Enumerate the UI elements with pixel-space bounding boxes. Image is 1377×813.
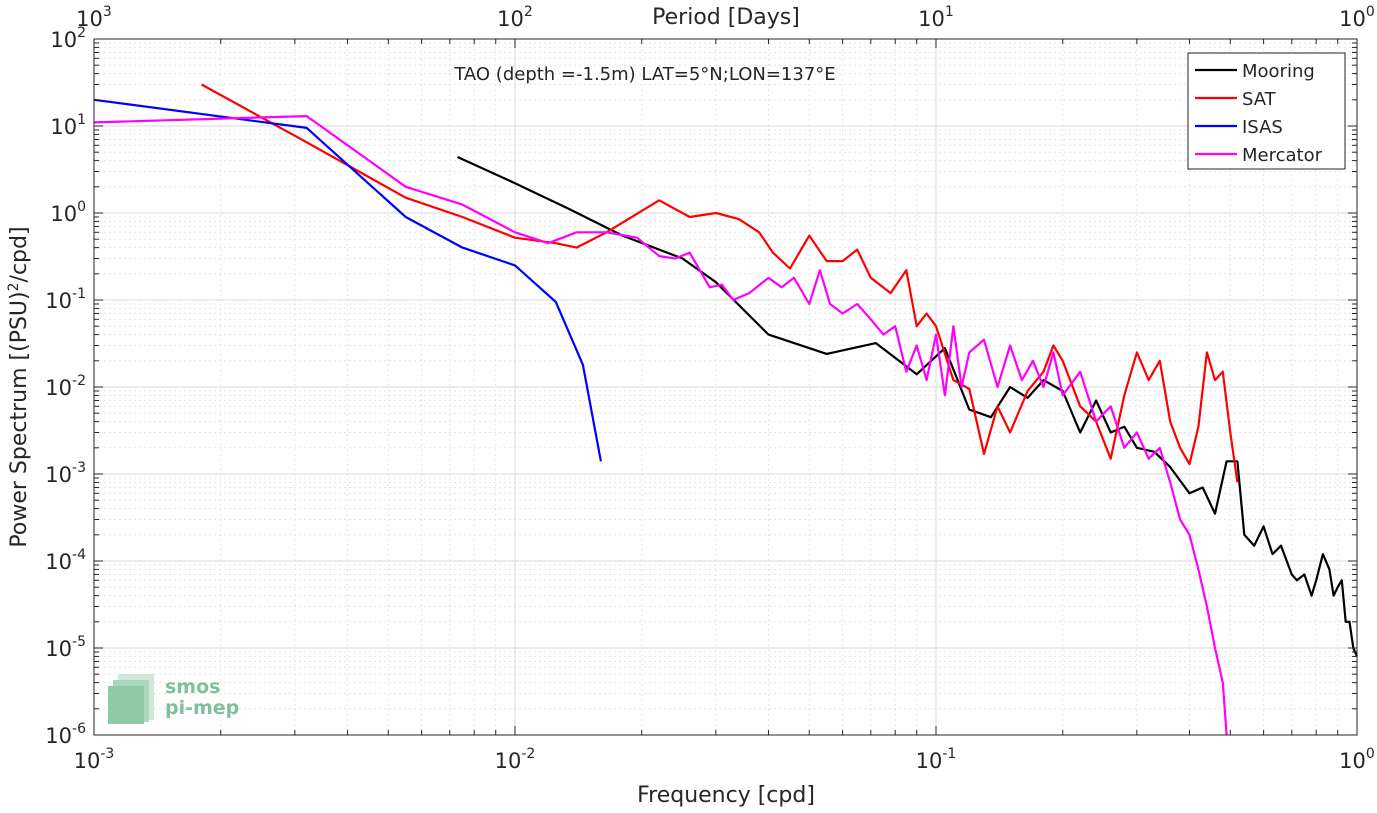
y-tick-label-exponent: 2 <box>77 25 86 41</box>
y-axis-title-main: Power Spectrum [(PSU) <box>7 291 32 547</box>
y-axis-title: Power Spectrum [(PSU)2/cpd] <box>6 226 32 547</box>
y-tick-label-exponent: -2 <box>72 373 86 389</box>
top-tick-label-exponent: 2 <box>524 4 533 20</box>
top-tick-label: 102 <box>497 4 533 31</box>
y-tick-label-exponent: -6 <box>72 721 86 737</box>
logo-line1: smos <box>165 676 220 698</box>
top-tick-label-base: 10 <box>1339 7 1366 31</box>
top-tick-label-exponent: 3 <box>103 4 112 20</box>
y-tick-label: 10-3 <box>45 460 86 487</box>
x-tick-label: 10-3 <box>74 746 115 773</box>
y-tick-label: 10-1 <box>45 286 86 313</box>
y-tick-label-exponent: -4 <box>72 547 86 563</box>
series-layer <box>93 83 1359 736</box>
x-tick-label: 10-2 <box>495 746 536 773</box>
y-tick-label-exponent: -3 <box>72 460 86 476</box>
legend-label-mercator: Mercator <box>1242 145 1323 166</box>
x-tick-label-base: 10 <box>74 749 101 773</box>
x-tick-label-base: 10 <box>916 749 943 773</box>
y-axis-title-exponent: 2 <box>6 282 22 291</box>
y-axis-title-tail: /cpd] <box>7 226 32 282</box>
y-tick-label-base: 10 <box>45 724 72 748</box>
top-tick-label-base: 10 <box>497 7 524 31</box>
top-tick-label-base: 10 <box>76 7 103 31</box>
series-line-mercator <box>93 114 1228 736</box>
series-line-isas <box>93 98 602 462</box>
minor-grid <box>94 39 1357 735</box>
logo-line2: pi-mep <box>165 697 239 719</box>
top-tick-label: 100 <box>1339 4 1375 31</box>
y-tick-label-base: 10 <box>45 289 72 313</box>
y-tick-label-exponent: -1 <box>72 286 86 302</box>
x-tick-label-base: 10 <box>495 749 522 773</box>
chart-legend: Mooring SAT ISAS Mercator <box>1187 52 1346 170</box>
series-line-sat <box>200 83 1239 483</box>
x-tick-label-exponent: -2 <box>521 746 535 762</box>
y-tick-label: 10-4 <box>45 547 86 574</box>
y-tick-label-base: 10 <box>45 376 72 400</box>
x-tick-label: 10-1 <box>916 746 957 773</box>
top-tick-label: 101 <box>918 4 954 31</box>
y-tick-label: 10-5 <box>45 634 86 661</box>
y-tick-label-exponent: -5 <box>72 634 86 650</box>
smos-pi-mep-logo: smos pi-mep <box>108 674 239 724</box>
y-tick-label-base: 10 <box>45 463 72 487</box>
x-tick-label-base: 10 <box>1339 749 1366 773</box>
y-tick-label-exponent: 0 <box>77 199 86 215</box>
y-tick-label-exponent: 1 <box>77 112 86 128</box>
legend-box <box>1187 52 1346 170</box>
y-tick-label: 100 <box>50 199 86 226</box>
chart-annotation: TAO (depth =-1.5m) LAT=5°N;LON=137°E <box>453 64 835 85</box>
y-tick-label: 10-6 <box>45 721 86 748</box>
x-axis-title: Frequency [cpd] <box>637 783 815 808</box>
y-tick-label-base: 10 <box>50 202 77 226</box>
y-tick-label: 102 <box>50 25 86 52</box>
series-line-mooring <box>457 155 1359 657</box>
x-tick-label-exponent: -1 <box>942 746 956 762</box>
top-tick-label-base: 10 <box>918 7 945 31</box>
x-tick-label-exponent: 0 <box>1366 746 1375 762</box>
y-tick-label-base: 10 <box>50 115 77 139</box>
legend-label-sat: SAT <box>1242 89 1277 110</box>
y-tick-label-base: 10 <box>45 637 72 661</box>
legend-label-isas: ISAS <box>1242 117 1283 138</box>
x-tick-label: 100 <box>1339 746 1375 773</box>
top-axis-title: Period [Days] <box>652 5 800 30</box>
tick-marks <box>93 38 1358 736</box>
y-tick-label-base: 10 <box>45 550 72 574</box>
y-tick-label: 101 <box>50 112 86 139</box>
y-tick-label: 10-2 <box>45 373 86 400</box>
x-tick-label-exponent: -3 <box>100 746 114 762</box>
y-tick-label-base: 10 <box>50 28 77 52</box>
top-tick-label-exponent: 0 <box>1366 4 1375 20</box>
logo-wave-front <box>108 686 144 724</box>
top-tick-label: 103 <box>76 4 112 31</box>
top-tick-label-exponent: 1 <box>945 4 954 20</box>
legend-label-mooring: Mooring <box>1242 61 1315 82</box>
